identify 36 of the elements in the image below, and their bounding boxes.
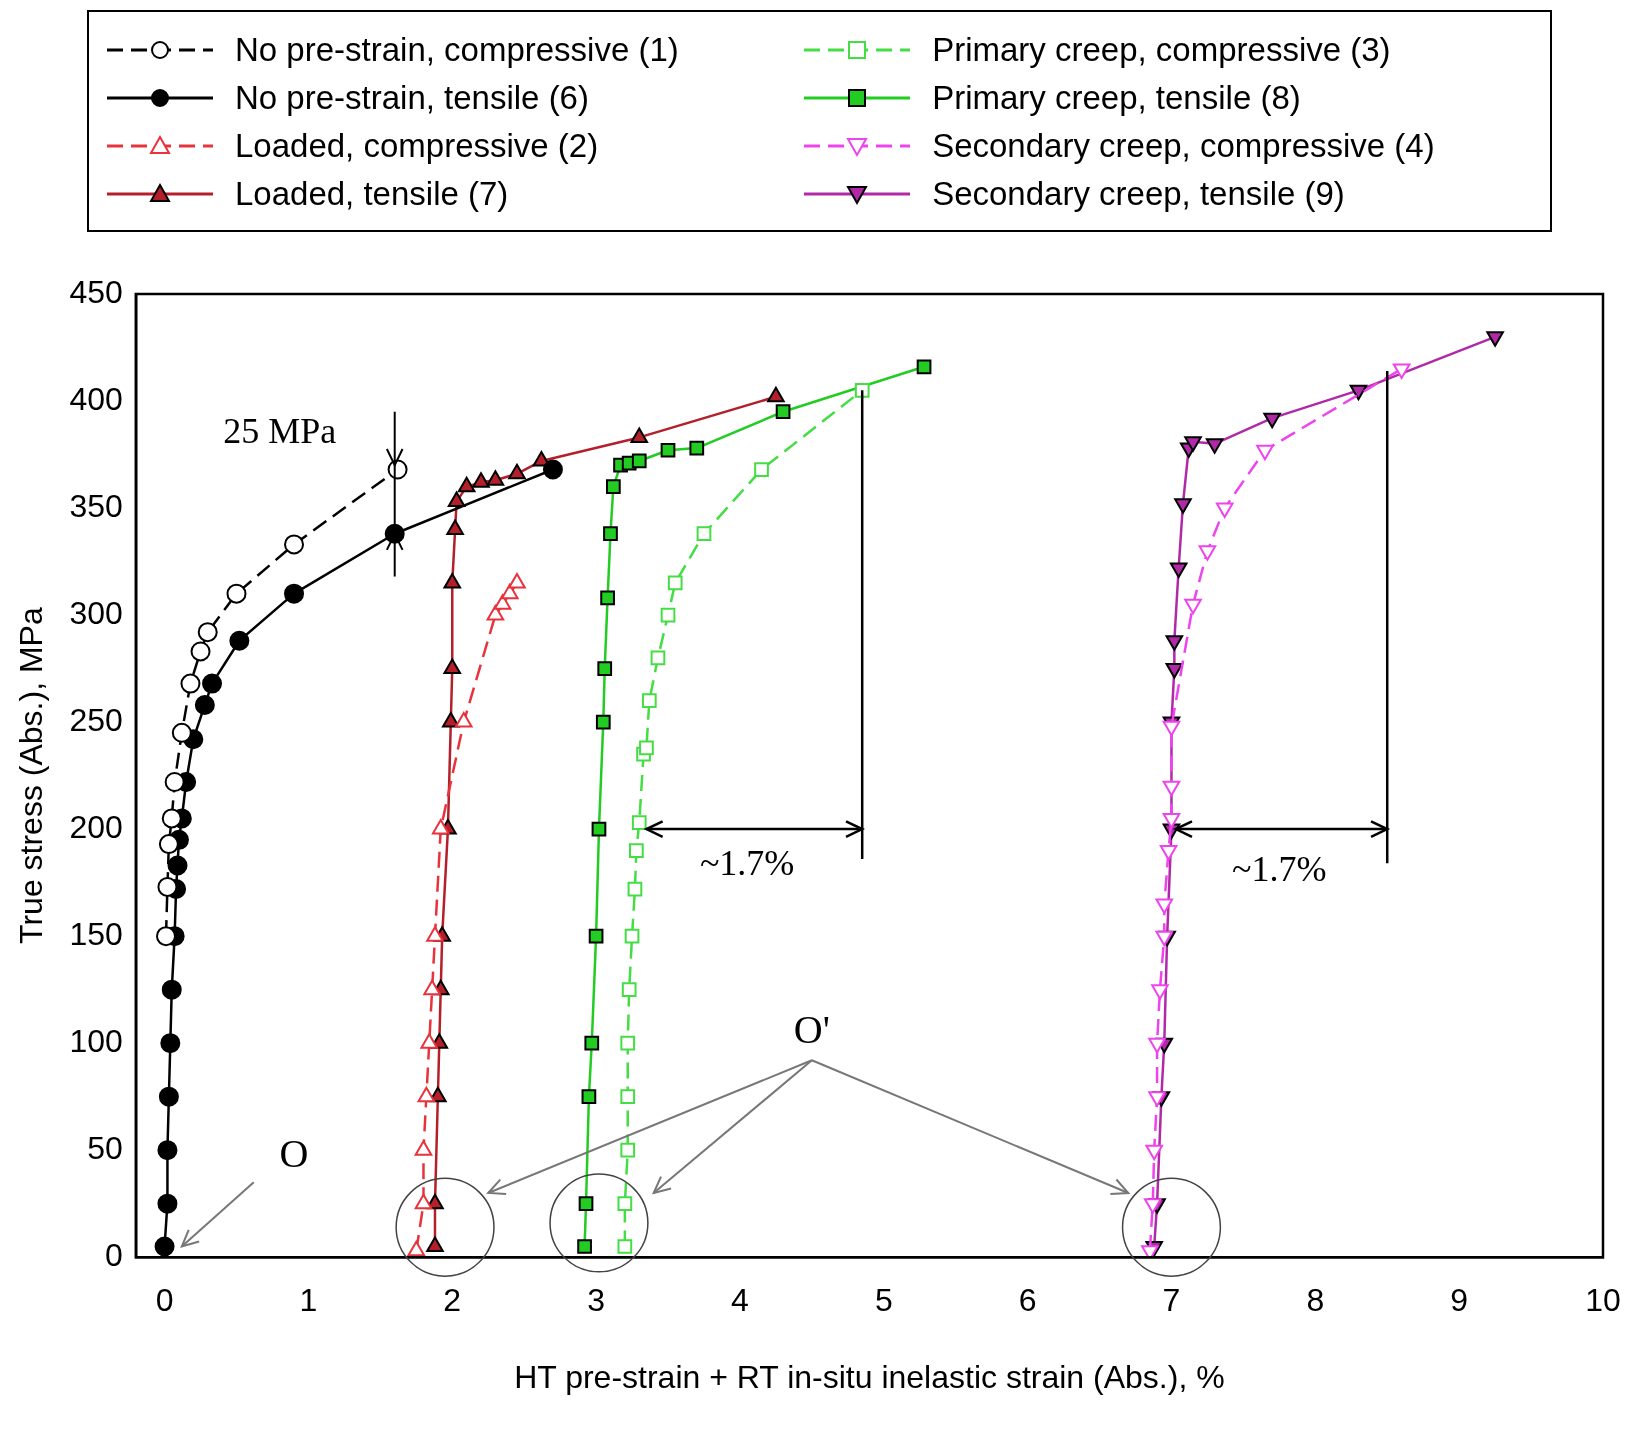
legend-label: Secondary creep, compressive (4) [932, 127, 1435, 165]
x-tick-label: 3 [587, 1282, 605, 1319]
x-tick-label: 6 [1018, 1282, 1037, 1319]
x-tick-label: 5 [874, 1282, 893, 1319]
y-tick-label: 350 [69, 487, 123, 524]
legend-label: Loaded, tensile (7) [235, 175, 509, 213]
annotation: O' [793, 1006, 830, 1052]
y-tick-label: 250 [69, 701, 123, 738]
x-tick-label: 0 [155, 1282, 174, 1319]
y-tick-label: 50 [87, 1130, 123, 1167]
legend-label: Primary creep, tensile (8) [932, 79, 1301, 117]
annotation: 25 MPa [223, 410, 337, 451]
y-tick-label: 200 [69, 808, 123, 845]
x-tick-label: 2 [443, 1282, 462, 1319]
y-tick-label: 450 [69, 273, 123, 310]
x-tick-label: 8 [1306, 1282, 1325, 1319]
x-tick-label: 4 [731, 1282, 749, 1319]
x-axis-title: HT pre-strain + RT in-situ inelastic strain (Abs.), % [514, 1358, 1225, 1395]
x-tick-label: 9 [1450, 1282, 1469, 1319]
legend-label: Primary creep, compressive (3) [932, 31, 1391, 69]
y-tick-label: 400 [69, 380, 123, 417]
y-tick-label: 100 [69, 1022, 123, 1059]
x-tick-label: 7 [1162, 1282, 1181, 1319]
y-axis-title: True stress (Abs.), MPa [13, 607, 50, 944]
annotation: O [279, 1131, 309, 1177]
annotation: ~1.7% [1232, 849, 1327, 890]
legend-label: No pre-strain, compressive (1) [235, 31, 679, 69]
annotation: ~1.7% [699, 842, 795, 883]
x-tick-label: 1 [299, 1282, 318, 1319]
y-tick-label: 150 [69, 915, 123, 952]
y-tick-label: 0 [104, 1237, 123, 1274]
x-tick-label: 10 [1585, 1282, 1621, 1319]
legend-label: No pre-strain, tensile (6) [235, 79, 589, 117]
y-tick-label: 300 [69, 594, 123, 631]
legend-label: Secondary creep, tensile (9) [932, 175, 1345, 213]
legend-label: Loaded, compressive (2) [235, 127, 599, 165]
